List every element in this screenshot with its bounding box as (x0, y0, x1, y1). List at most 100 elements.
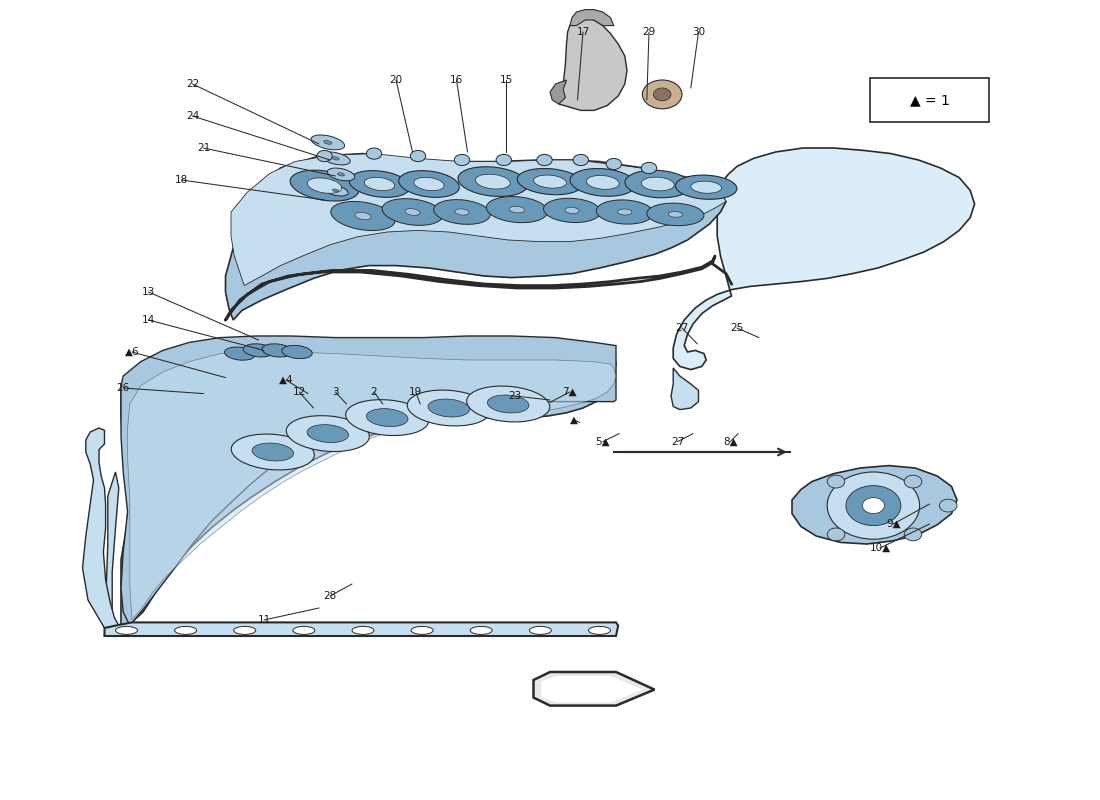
Text: 8▲: 8▲ (723, 437, 738, 446)
Text: 12: 12 (293, 387, 306, 397)
Polygon shape (104, 622, 618, 636)
Ellipse shape (466, 386, 550, 422)
Text: 2: 2 (371, 387, 377, 397)
Circle shape (827, 528, 845, 541)
Ellipse shape (243, 344, 274, 357)
Ellipse shape (321, 152, 350, 165)
Ellipse shape (475, 174, 510, 189)
Text: 19: 19 (409, 387, 422, 397)
Ellipse shape (286, 416, 370, 451)
Ellipse shape (618, 209, 631, 215)
Ellipse shape (669, 211, 682, 218)
Text: 27: 27 (671, 437, 684, 446)
Circle shape (862, 498, 884, 514)
Circle shape (366, 148, 382, 159)
Ellipse shape (338, 173, 344, 176)
Polygon shape (559, 18, 627, 110)
Ellipse shape (352, 626, 374, 634)
Ellipse shape (407, 390, 491, 426)
Ellipse shape (471, 626, 493, 634)
Circle shape (827, 475, 845, 488)
Ellipse shape (224, 347, 255, 360)
Circle shape (606, 158, 621, 170)
Text: 10▲: 10▲ (869, 543, 891, 553)
Polygon shape (673, 148, 975, 370)
Ellipse shape (175, 626, 197, 634)
Circle shape (904, 528, 922, 541)
Text: 11: 11 (257, 615, 271, 625)
Ellipse shape (588, 626, 610, 634)
Ellipse shape (625, 170, 691, 198)
Text: 29: 29 (642, 27, 656, 37)
Ellipse shape (543, 198, 601, 222)
Ellipse shape (231, 434, 315, 470)
Polygon shape (541, 676, 644, 702)
FancyBboxPatch shape (870, 78, 989, 122)
Ellipse shape (382, 198, 443, 226)
Text: 26: 26 (117, 383, 130, 393)
Ellipse shape (509, 206, 525, 213)
Circle shape (454, 154, 470, 166)
Ellipse shape (641, 177, 674, 191)
Ellipse shape (529, 626, 551, 634)
Text: 20: 20 (389, 75, 403, 85)
Circle shape (641, 162, 657, 174)
Text: ▲ = 1: ▲ = 1 (910, 93, 949, 107)
Ellipse shape (364, 178, 395, 190)
Ellipse shape (411, 626, 433, 634)
Text: ▲4: ▲4 (278, 375, 294, 385)
Polygon shape (82, 428, 119, 628)
Polygon shape (534, 672, 654, 706)
Circle shape (939, 499, 957, 512)
Ellipse shape (323, 141, 332, 144)
Circle shape (904, 475, 922, 488)
Text: 28: 28 (323, 591, 337, 601)
Ellipse shape (647, 203, 704, 226)
Ellipse shape (414, 178, 444, 190)
Ellipse shape (355, 212, 371, 220)
Text: ▲6: ▲6 (124, 347, 140, 357)
Ellipse shape (366, 409, 408, 426)
Ellipse shape (234, 626, 255, 634)
Ellipse shape (307, 425, 349, 442)
Polygon shape (121, 338, 616, 626)
Ellipse shape (596, 200, 653, 224)
Text: 9▲: 9▲ (886, 519, 901, 529)
Ellipse shape (307, 178, 342, 194)
Ellipse shape (282, 346, 312, 358)
Circle shape (573, 154, 588, 166)
Ellipse shape (328, 168, 354, 181)
Circle shape (642, 80, 682, 109)
Text: 16: 16 (450, 75, 463, 85)
Circle shape (827, 472, 920, 539)
Ellipse shape (311, 135, 344, 150)
Ellipse shape (586, 175, 619, 190)
Ellipse shape (323, 185, 348, 196)
Polygon shape (121, 336, 616, 626)
Ellipse shape (675, 175, 737, 199)
Polygon shape (226, 154, 726, 320)
Ellipse shape (691, 181, 722, 194)
Ellipse shape (570, 169, 636, 196)
Polygon shape (550, 80, 566, 104)
Ellipse shape (290, 170, 359, 201)
Text: 3: 3 (332, 387, 339, 397)
Ellipse shape (349, 170, 410, 198)
Text: 18: 18 (175, 175, 188, 185)
Text: 17: 17 (576, 27, 590, 37)
Polygon shape (671, 368, 698, 410)
Ellipse shape (116, 626, 138, 634)
Text: 14: 14 (142, 315, 155, 325)
Ellipse shape (262, 344, 293, 357)
Ellipse shape (534, 175, 566, 188)
Circle shape (846, 486, 901, 526)
Circle shape (496, 154, 512, 166)
Polygon shape (128, 350, 616, 620)
Circle shape (317, 150, 332, 162)
Ellipse shape (252, 443, 294, 461)
Text: 7▲: 7▲ (562, 387, 578, 397)
Circle shape (653, 88, 671, 101)
Ellipse shape (486, 197, 548, 222)
Ellipse shape (455, 209, 469, 215)
Ellipse shape (332, 189, 339, 192)
